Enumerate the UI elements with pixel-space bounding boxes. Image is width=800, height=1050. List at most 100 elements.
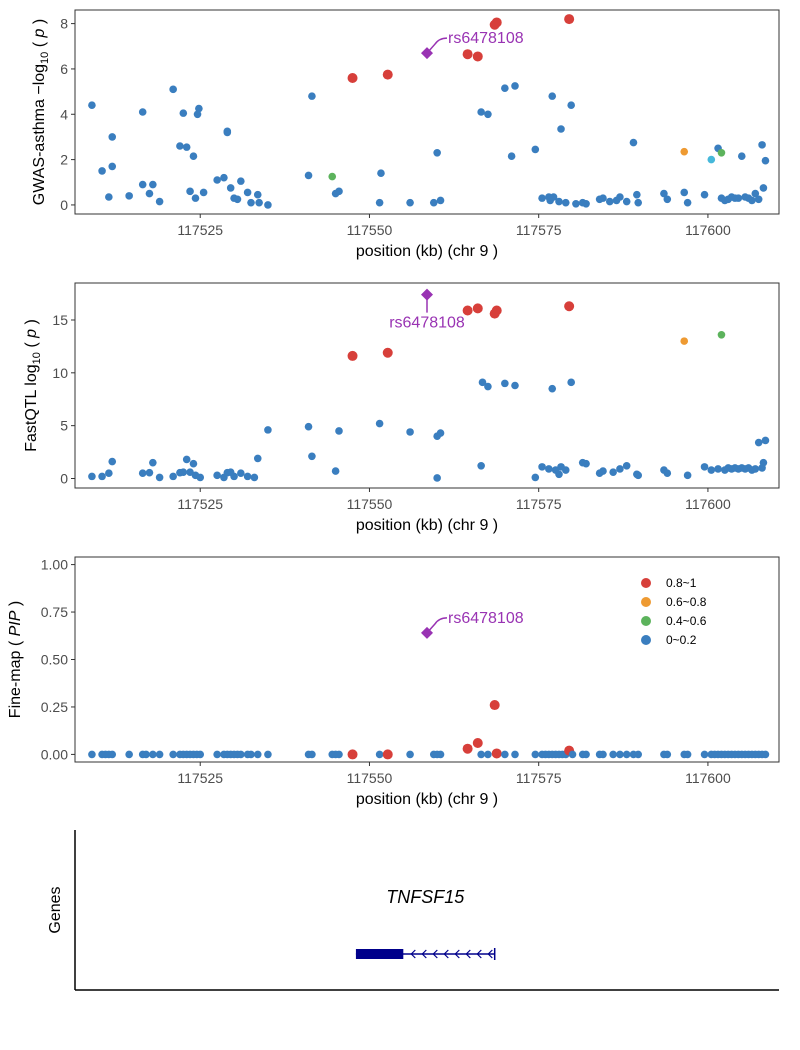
data-point <box>568 750 577 759</box>
data-point <box>347 73 358 83</box>
data-point <box>213 471 221 480</box>
data-point <box>199 188 208 197</box>
data-point <box>707 466 716 474</box>
x-tick-label: 117600 <box>685 496 731 512</box>
data-point <box>501 84 509 92</box>
data-point <box>308 92 316 100</box>
data-point <box>491 748 502 759</box>
data-point <box>622 197 631 206</box>
data-point <box>196 750 205 759</box>
x-axis-title: position (kb) (chr 9 ) <box>356 791 498 808</box>
data-point <box>88 750 96 759</box>
data-point <box>237 469 245 478</box>
legend-label: 0~0.2 <box>666 633 697 647</box>
data-point <box>582 750 590 759</box>
data-point <box>761 436 770 445</box>
data-point <box>567 101 575 109</box>
y-axis-title: FastQTL log10 ( p ) <box>23 319 43 452</box>
data-point <box>304 422 313 431</box>
data-point <box>680 147 689 156</box>
legend-key <box>641 597 651 607</box>
data-point <box>531 145 540 154</box>
lead-snp-label: rs6478108 <box>448 610 524 627</box>
data-point <box>599 467 607 475</box>
data-point <box>382 347 393 358</box>
data-point <box>477 750 485 759</box>
data-point <box>247 750 255 759</box>
data-point <box>213 176 221 184</box>
data-point <box>484 382 492 391</box>
data-point <box>98 167 106 175</box>
data-point <box>737 152 746 160</box>
data-point <box>660 189 668 198</box>
data-point <box>700 463 709 471</box>
y-axis-title: GWAS-asthma −log10 ( p ) <box>31 19 51 205</box>
data-point <box>145 468 154 477</box>
data-point <box>609 750 617 759</box>
y-tick-label: 4 <box>60 106 68 122</box>
data-point <box>462 743 473 754</box>
strand-arrow <box>487 949 493 959</box>
data-point <box>138 180 147 189</box>
legend-key <box>641 616 651 626</box>
gene-name-label: TNFSF15 <box>386 887 465 907</box>
lead-snp-connector <box>426 617 448 634</box>
x-tick-label: 117550 <box>347 770 393 786</box>
data-point <box>609 468 617 476</box>
data-point <box>220 173 228 182</box>
data-point <box>226 184 235 192</box>
data-point <box>195 104 203 113</box>
data-point <box>237 750 245 759</box>
data-point <box>169 85 177 94</box>
data-point <box>717 149 726 157</box>
data-point <box>304 171 313 180</box>
data-point <box>145 189 154 198</box>
x-tick-label: 117575 <box>516 770 562 786</box>
data-point <box>138 108 147 116</box>
data-point <box>477 108 485 116</box>
data-point <box>213 750 221 759</box>
y-tick-label: 0.00 <box>41 746 68 762</box>
data-point <box>182 455 191 464</box>
data-point <box>599 750 607 759</box>
lead-snp-label: rs6478108 <box>448 30 524 47</box>
data-point <box>663 195 672 204</box>
data-point <box>308 452 316 461</box>
y-tick-label: 2 <box>60 152 68 168</box>
y-tick-label: 1.00 <box>41 557 68 573</box>
x-tick-label: 117550 <box>347 222 393 238</box>
data-point <box>633 190 641 199</box>
data-point <box>233 195 242 204</box>
data-point <box>538 194 546 202</box>
data-point <box>108 457 117 466</box>
data-point <box>433 474 441 482</box>
data-point <box>491 305 502 316</box>
data-point <box>511 82 519 90</box>
data-point <box>683 750 692 759</box>
data-point <box>347 350 358 361</box>
data-point <box>489 700 500 711</box>
data-point <box>634 471 642 480</box>
data-point <box>138 469 147 478</box>
data-point <box>125 192 133 200</box>
data-point <box>250 473 259 482</box>
data-point <box>663 750 672 759</box>
strand-arrow <box>443 949 449 959</box>
data-point <box>501 750 509 759</box>
y-tick-label: 15 <box>52 312 68 328</box>
data-point <box>189 152 198 160</box>
data-point <box>255 198 263 207</box>
data-point <box>758 141 766 149</box>
data-point <box>507 152 516 160</box>
data-point <box>169 750 177 759</box>
data-point <box>108 133 117 141</box>
data-point <box>155 197 164 206</box>
x-axis-title: position (kb) (chr 9 ) <box>356 243 498 260</box>
data-point <box>549 193 558 201</box>
data-point <box>308 750 316 759</box>
data-point <box>375 198 384 207</box>
data-point <box>125 750 133 759</box>
y-tick-label: 0.50 <box>41 652 68 668</box>
data-point <box>572 200 580 208</box>
data-point <box>105 193 113 201</box>
